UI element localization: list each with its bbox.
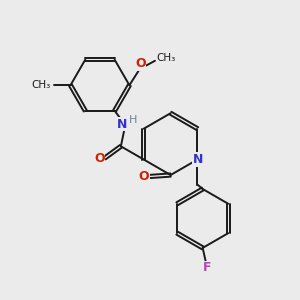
Text: N: N bbox=[193, 153, 203, 166]
Text: O: O bbox=[94, 152, 105, 165]
Text: H: H bbox=[129, 115, 138, 125]
Text: N: N bbox=[117, 118, 127, 131]
Text: O: O bbox=[135, 57, 146, 70]
Text: CH₃: CH₃ bbox=[32, 80, 51, 90]
Text: O: O bbox=[139, 170, 149, 183]
Text: F: F bbox=[202, 261, 211, 274]
Text: CH₃: CH₃ bbox=[157, 53, 176, 63]
